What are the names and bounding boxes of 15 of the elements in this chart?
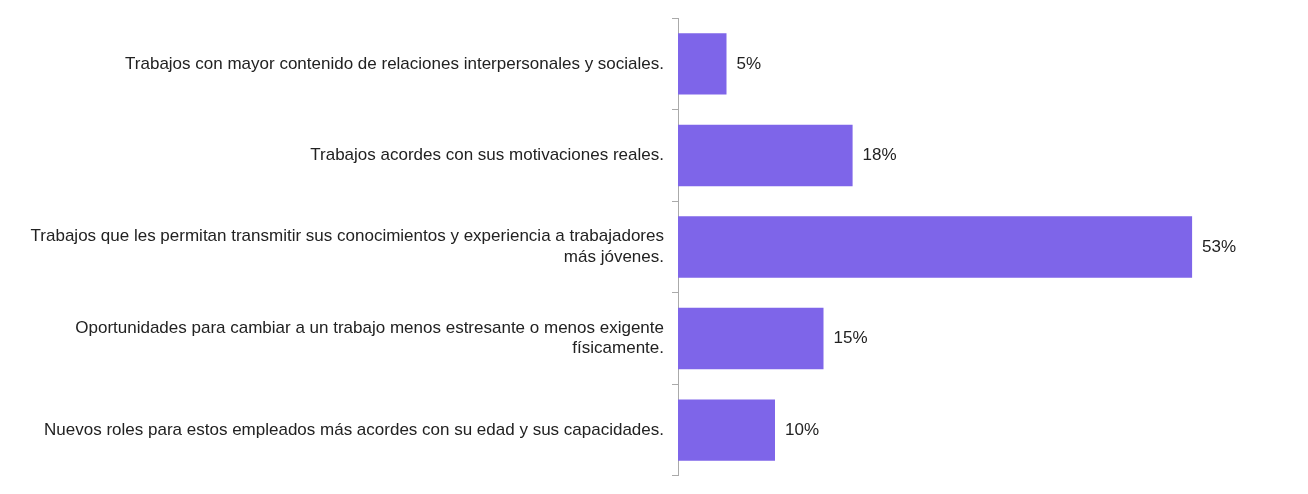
y-tick-label: Nuevos roles para estos empleados más acordes con su edad y sus capacidades.: [44, 419, 664, 439]
data-label: 53%: [1202, 236, 1237, 256]
data-label: 5%: [736, 53, 762, 73]
data-label: 10%: [785, 419, 820, 439]
data-label: 18%: [862, 145, 897, 165]
y-tick-label: Trabajos con mayor contenido de relaciones interpersonales y sociales.: [125, 53, 664, 73]
bar: [678, 216, 1193, 278]
y-tick-label: Trabajos acordes con sus motivaciones reales.: [310, 145, 664, 165]
data-label: 15%: [833, 328, 868, 348]
bar: [678, 307, 824, 370]
y-tick-label: Trabajos que les permitan transmitir sus conocimientos y experiencia a trabajadores más jóvenes.: [30, 226, 664, 266]
bar: [678, 33, 727, 95]
bar: [678, 124, 853, 187]
y-tick-label: Oportunidades para cambiar a un trabajo menos estresante o menos exigente físicamente.: [75, 318, 664, 358]
bar: [678, 399, 775, 461]
